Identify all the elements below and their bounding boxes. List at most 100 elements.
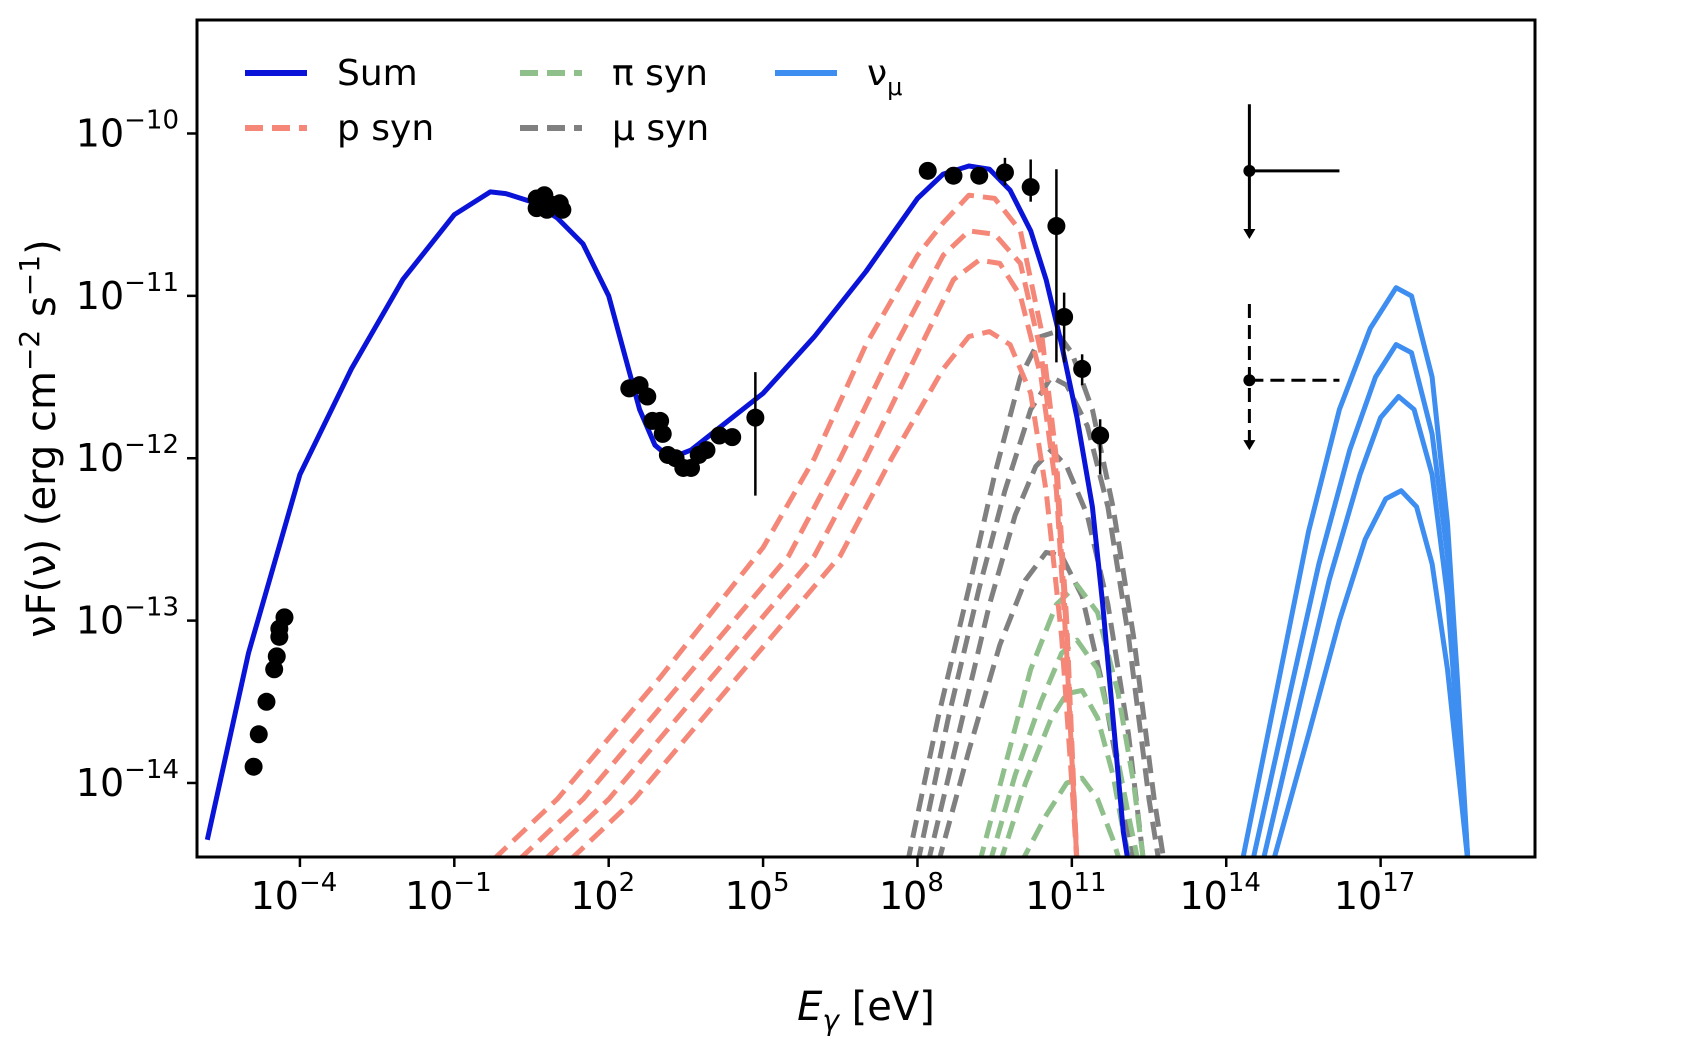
y-axis-label-part3: ) xyxy=(19,239,65,255)
data-point-34 xyxy=(995,163,1014,182)
y-axis-label-part2: s xyxy=(19,296,65,330)
legend-label-2: π syn xyxy=(612,53,708,94)
data-point-27 xyxy=(697,441,716,460)
y-tick-base-0: 10 xyxy=(76,111,124,155)
x-tick-base-1: 10 xyxy=(405,874,453,918)
data-point-36 xyxy=(1047,217,1066,236)
x-axis-label: Eγ [eV] xyxy=(797,984,935,1037)
series-line--2-13 xyxy=(1251,342,1471,857)
x-tick-label-7: 1017 xyxy=(1334,868,1415,918)
x-tick-exp-3: 5 xyxy=(773,868,790,898)
data-point-35 xyxy=(1021,178,1040,197)
x-tick-base-2: 10 xyxy=(570,874,618,918)
legend-label-main-1: p syn xyxy=(337,108,434,149)
x-tick-exp-4: 8 xyxy=(927,868,944,898)
x-tick-exp-5: 11 xyxy=(1073,868,1106,898)
x-tick-exp-1: −1 xyxy=(453,868,491,898)
data-point-32 xyxy=(944,166,963,185)
x-axis-label-sub: γ xyxy=(822,1004,840,1037)
x-tick-base-3: 10 xyxy=(725,874,773,918)
upper-limit-arrow-0 xyxy=(1243,229,1256,240)
y-tick-base-3: 10 xyxy=(76,599,124,643)
x-tick-label-4: 108 xyxy=(879,868,944,918)
series-line-p-syn-2-9 xyxy=(518,228,1080,857)
y-tick-label-4: 10−14 xyxy=(76,755,179,805)
data-point-21 xyxy=(653,424,672,443)
model-curves xyxy=(204,163,1471,857)
data-point-33 xyxy=(970,166,989,185)
data-point-39 xyxy=(1091,426,1110,445)
legend-label-main-2: π syn xyxy=(612,53,708,94)
legend-label-main-4: ν xyxy=(867,53,887,94)
x-tick-exp-7: 17 xyxy=(1382,868,1415,898)
x-axis-label-unit: [eV] xyxy=(839,984,935,1030)
y-tick-label-1: 10−11 xyxy=(76,268,179,318)
upper-limit-arrow-1 xyxy=(1243,440,1256,451)
x-axis-ticks: 10−4 10−1 102 105 108 1011 1014 1017 xyxy=(251,857,1415,918)
x-axis-label-main: E xyxy=(797,984,823,1030)
y-tick-base-2: 10 xyxy=(76,436,124,480)
data-point-7 xyxy=(275,608,294,627)
series-line-p-syn-4-11 xyxy=(569,329,1080,857)
observed-data-points xyxy=(244,157,1110,776)
x-tick-base-0: 10 xyxy=(251,874,299,918)
legend-label-4: νμ xyxy=(867,53,902,101)
series-line--syn-1-4 xyxy=(978,582,1146,857)
data-point-31 xyxy=(918,161,937,180)
x-tick-label-1: 10−1 xyxy=(405,868,492,918)
data-point-29 xyxy=(723,428,742,447)
data-point-25 xyxy=(682,458,701,477)
legend-label-main-0: Sum xyxy=(337,53,418,94)
legend-label-1: p syn xyxy=(337,108,434,149)
y-tick-exp-0: −10 xyxy=(124,105,179,135)
series-line--syn-2-5 xyxy=(988,637,1140,857)
series-line-p-syn-1-8 xyxy=(492,192,1080,857)
y-tick-exp-1: −11 xyxy=(124,268,179,298)
x-tick-base-7: 10 xyxy=(1334,874,1382,918)
y-tick-exp-2: −12 xyxy=(124,430,179,460)
plot-frame xyxy=(195,18,1537,859)
y-axis-label-exp2: −1 xyxy=(13,255,46,296)
data-point-2 xyxy=(257,692,276,711)
data-point-30 xyxy=(746,408,765,427)
x-tick-base-4: 10 xyxy=(879,874,927,918)
y-axis-label-main: νF(ν) (erg cm xyxy=(19,371,65,638)
series-line--4-15 xyxy=(1271,488,1470,857)
upper-limit-point-1 xyxy=(1243,374,1256,387)
y-axis-label-exp1: −2 xyxy=(13,330,46,371)
x-tick-base-5: 10 xyxy=(1025,874,1073,918)
data-point-15 xyxy=(535,186,554,205)
legend-label-3: μ syn xyxy=(612,108,709,149)
series-line-p-syn-3-10 xyxy=(543,257,1080,857)
data-point-4 xyxy=(267,647,286,666)
y-tick-label-2: 10−12 xyxy=(76,430,179,480)
upper-limits xyxy=(1243,104,1340,451)
legend: Sum p syn π syn μ syn νμ xyxy=(245,53,902,149)
x-tick-exp-0: −4 xyxy=(299,868,337,898)
series-line--syn-2-1 xyxy=(916,374,1161,857)
upper-limit-point-0 xyxy=(1243,164,1256,177)
x-tick-label-5: 1011 xyxy=(1025,868,1106,918)
y-tick-base-1: 10 xyxy=(76,274,124,318)
data-point-14 xyxy=(553,200,572,219)
y-tick-label-3: 10−13 xyxy=(76,593,179,643)
x-tick-label-3: 105 xyxy=(725,868,790,918)
legend-label-sub-4: μ xyxy=(887,73,902,101)
x-tick-base-6: 10 xyxy=(1180,874,1228,918)
x-tick-label-0: 10−4 xyxy=(251,868,338,918)
x-tick-exp-6: 14 xyxy=(1228,868,1261,898)
legend-label-0: Sum xyxy=(337,53,418,94)
y-tick-exp-3: −13 xyxy=(124,593,179,623)
data-point-0 xyxy=(244,757,263,776)
x-tick-exp-2: 2 xyxy=(619,868,636,898)
y-tick-base-4: 10 xyxy=(76,761,124,805)
data-point-37 xyxy=(1055,307,1074,326)
series-line--syn-4-7 xyxy=(1021,775,1122,857)
y-tick-label-0: 10−10 xyxy=(76,105,179,155)
y-tick-exp-4: −14 xyxy=(124,755,179,785)
data-point-18 xyxy=(638,387,657,406)
legend-label-main-3: μ syn xyxy=(612,108,709,149)
x-tick-label-2: 102 xyxy=(570,868,635,918)
